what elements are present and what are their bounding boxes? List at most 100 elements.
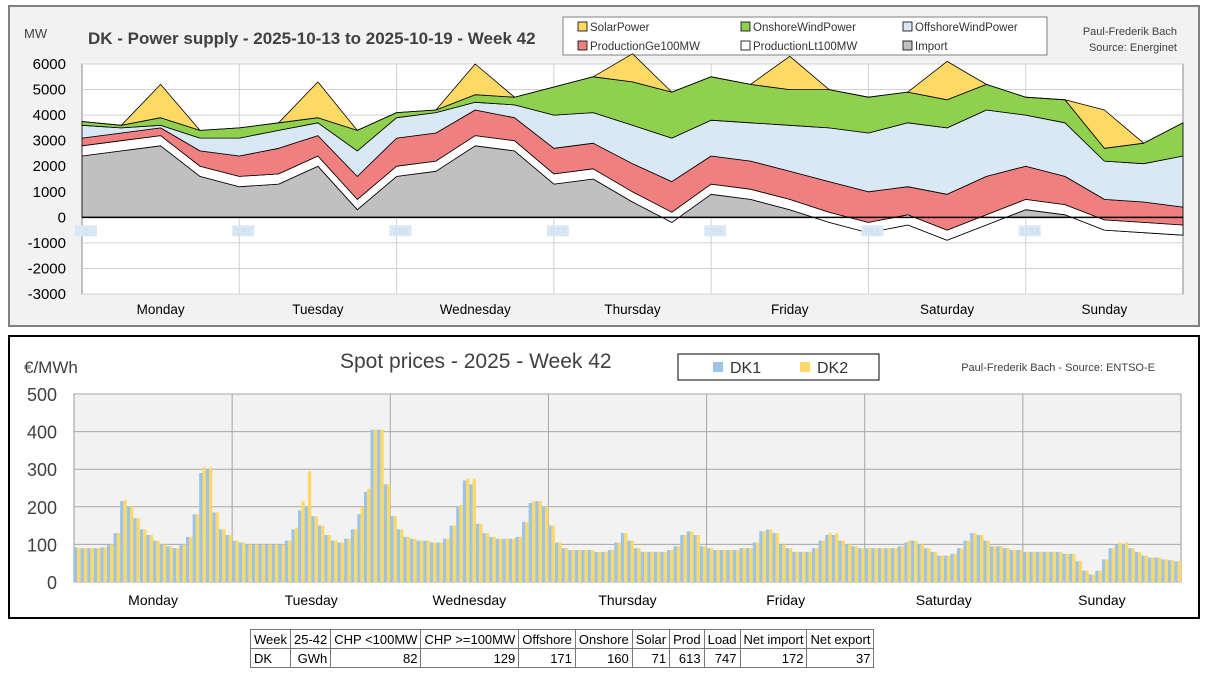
bottom-legend-box bbox=[677, 353, 880, 381]
bar-dk1 bbox=[449, 525, 453, 582]
bar-dk1 bbox=[884, 548, 888, 582]
bar-dk2 bbox=[894, 548, 898, 582]
bar-dk1 bbox=[251, 544, 256, 582]
bar-dk2 bbox=[433, 542, 437, 582]
bar-dk2 bbox=[584, 550, 588, 582]
bar-dk2 bbox=[110, 544, 114, 582]
bar-dk2 bbox=[281, 544, 285, 582]
bar-dk1 bbox=[1075, 561, 1079, 582]
bar-dk1 bbox=[798, 551, 803, 582]
bar-dk1 bbox=[765, 529, 770, 582]
bar-dk1 bbox=[719, 550, 724, 582]
top-chart-title: DK - Power supply - 2025-10-13 to 2025-1… bbox=[88, 29, 536, 48]
bar-dk1 bbox=[732, 550, 737, 582]
bar-dk2 bbox=[676, 546, 681, 582]
bar-dk1 bbox=[726, 550, 730, 582]
bar-dk1 bbox=[976, 535, 981, 582]
bar-dk1 bbox=[1128, 548, 1132, 582]
bar-dk2 bbox=[1144, 555, 1149, 582]
bar-dk1 bbox=[179, 544, 183, 582]
bar-dk2 bbox=[953, 553, 957, 582]
bar-dk2 bbox=[195, 514, 200, 582]
bar-dk2 bbox=[947, 555, 951, 582]
bar-dk2 bbox=[466, 478, 470, 582]
bar-dk2 bbox=[1098, 570, 1102, 582]
bar-dk1 bbox=[858, 548, 862, 582]
bottom-y-tick: 200 bbox=[27, 498, 57, 518]
bar-dk1 bbox=[838, 540, 842, 582]
table-header-cell: CHP >=100MW bbox=[420, 629, 520, 649]
bar-dk2 bbox=[182, 544, 187, 582]
bar-dk1 bbox=[225, 535, 229, 582]
legend-label-ge100: ProductionGe100MW bbox=[590, 41, 700, 53]
bar-dk1 bbox=[317, 525, 322, 582]
table-cell: 82 bbox=[330, 648, 422, 668]
bar-dk2 bbox=[1092, 574, 1096, 582]
bar-dk1 bbox=[489, 536, 493, 582]
table-header-cell: Week bbox=[250, 629, 291, 649]
bar-dk2 bbox=[1032, 551, 1037, 582]
bar-dk2 bbox=[505, 538, 509, 582]
spot-price-chart: €/MWh Spot prices - 2025 - Week 42 DK1 D… bbox=[8, 335, 1200, 619]
bottom-day-label: Monday bbox=[128, 592, 178, 608]
bar-dk2 bbox=[347, 538, 351, 582]
bar-dk2 bbox=[1131, 548, 1135, 582]
hour-marker: 385 bbox=[393, 226, 408, 236]
bottom-day-label: Thursday bbox=[598, 592, 656, 608]
bar-dk2 bbox=[419, 540, 424, 582]
bar-dk1 bbox=[594, 551, 598, 582]
bar-dk1 bbox=[1062, 553, 1066, 582]
bar-dk2 bbox=[162, 544, 167, 582]
bar-dk1 bbox=[133, 518, 137, 582]
top-y-tick: 3000 bbox=[33, 133, 66, 150]
bar-dk1 bbox=[258, 544, 262, 582]
bar-dk2 bbox=[881, 548, 885, 582]
bar-dk2 bbox=[874, 548, 878, 582]
bottom-source: Paul-Frederik Bach - Source: ENTSO-E bbox=[961, 362, 1155, 374]
bar-dk1 bbox=[924, 548, 928, 582]
top-y-tick: 1000 bbox=[33, 184, 66, 201]
bar-dk2 bbox=[1118, 542, 1122, 582]
bar-dk1 bbox=[647, 551, 651, 582]
bar-dk2 bbox=[531, 501, 536, 582]
bar-dk1 bbox=[983, 540, 987, 582]
bar-dk1 bbox=[996, 546, 1000, 582]
bar-dk2 bbox=[202, 467, 206, 582]
bar-dk1 bbox=[627, 540, 631, 582]
top-ylabel: MW bbox=[24, 26, 48, 41]
bar-dk1 bbox=[1049, 551, 1053, 582]
bar-dk1 bbox=[396, 529, 401, 582]
bar-dk1 bbox=[199, 472, 203, 582]
bar-dk1 bbox=[410, 538, 414, 582]
top-day-label: Tuesday bbox=[292, 302, 344, 317]
bar-dk2 bbox=[604, 551, 608, 582]
top-y-tick: 5000 bbox=[33, 82, 66, 99]
summary-table: Week 25-42 CHP <100MW CHP >=100MW Offsho… bbox=[250, 629, 875, 668]
bottom-day-label: Friday bbox=[766, 592, 805, 608]
bar-dk2 bbox=[1052, 551, 1056, 582]
bar-dk2 bbox=[690, 531, 694, 582]
bar-dk2 bbox=[900, 546, 905, 582]
hour-marker-bg bbox=[861, 225, 884, 237]
bar-dk1 bbox=[370, 429, 374, 582]
bottom-legend: DK1 DK2 bbox=[677, 353, 880, 381]
bar-dk1 bbox=[324, 535, 328, 582]
bar-dk1 bbox=[436, 542, 440, 582]
bar-dk1 bbox=[1036, 551, 1040, 582]
table-cell: 129 bbox=[420, 648, 520, 668]
bar-dk1 bbox=[166, 546, 170, 582]
bar-dk1 bbox=[785, 548, 789, 582]
bar-dk2 bbox=[340, 542, 345, 582]
table-cell: GWh bbox=[289, 648, 332, 668]
bar-dk2 bbox=[795, 551, 799, 582]
legend-swatch-onshore bbox=[740, 21, 751, 32]
bar-dk1 bbox=[970, 533, 974, 582]
bar-dk1 bbox=[1016, 550, 1020, 582]
bar-dk1 bbox=[291, 529, 295, 582]
bar-dk1 bbox=[100, 547, 104, 582]
bar-dk1 bbox=[1108, 548, 1112, 582]
bar-dk2 bbox=[551, 525, 556, 582]
table-header-cell: Load bbox=[703, 629, 741, 649]
bar-dk1 bbox=[350, 529, 355, 582]
bar-dk1 bbox=[120, 501, 124, 582]
